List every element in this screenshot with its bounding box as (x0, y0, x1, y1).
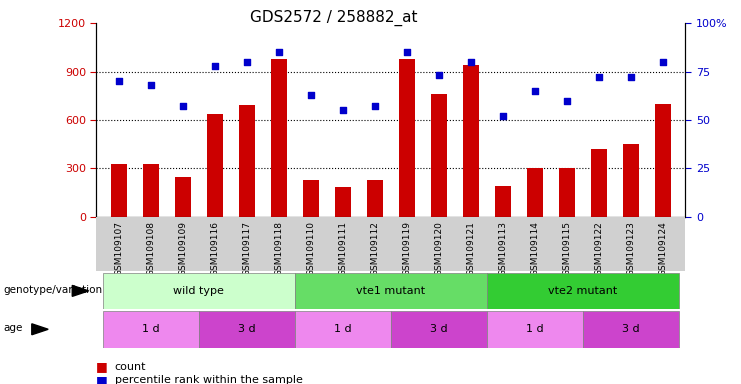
Point (177, 103, 189, 109)
Point (305, 92, 316, 98)
Text: count: count (115, 362, 147, 372)
Polygon shape (32, 324, 48, 335)
Text: ■: ■ (96, 374, 108, 384)
Bar (295, 273, 487, 309)
Bar (103, 273, 295, 309)
Text: ■: ■ (96, 360, 108, 373)
Text: GSM109122: GSM109122 (594, 221, 603, 276)
Point (529, 88, 541, 94)
Bar (207, 114, 223, 217)
Text: GSM109112: GSM109112 (370, 221, 379, 276)
Point (625, 74, 637, 80)
Point (657, 59, 669, 65)
Bar (623, 144, 639, 217)
Bar (270, 59, 287, 217)
Text: GSM109109: GSM109109 (179, 221, 187, 276)
Point (144, 82, 156, 88)
Text: age: age (4, 323, 23, 333)
Text: GSM109110: GSM109110 (306, 221, 316, 276)
Text: GSM109124: GSM109124 (659, 221, 668, 276)
Text: GSM109116: GSM109116 (210, 221, 219, 276)
Bar (583, 311, 679, 348)
Text: GSM109108: GSM109108 (146, 221, 156, 276)
Text: 1 d: 1 d (334, 324, 352, 334)
Text: GSM109120: GSM109120 (434, 221, 443, 276)
Text: vte1 mutant: vte1 mutant (356, 286, 425, 296)
Point (401, 49, 413, 55)
Bar (303, 180, 319, 217)
Text: vte2 mutant: vte2 mutant (548, 286, 617, 296)
Point (593, 74, 605, 80)
Bar (175, 177, 190, 217)
Bar (335, 187, 350, 217)
Point (273, 49, 285, 55)
Bar (591, 149, 607, 217)
Bar (463, 65, 479, 217)
Bar (143, 164, 159, 217)
Bar (391, 311, 487, 348)
Text: GSM109119: GSM109119 (402, 221, 411, 276)
Text: GSM109118: GSM109118 (274, 221, 283, 276)
Point (369, 103, 381, 109)
Text: 3 d: 3 d (430, 324, 448, 334)
Text: GSM109121: GSM109121 (466, 221, 476, 276)
Text: 3 d: 3 d (622, 324, 639, 334)
Polygon shape (73, 285, 89, 296)
Bar (431, 94, 447, 217)
Bar (239, 106, 255, 217)
Point (465, 59, 477, 65)
Text: 3 d: 3 d (238, 324, 256, 334)
Text: genotype/variation: genotype/variation (4, 285, 103, 295)
Bar (367, 180, 383, 217)
Point (433, 72, 445, 78)
Text: GSM109107: GSM109107 (114, 221, 123, 276)
Bar (527, 169, 543, 217)
Bar (110, 164, 127, 217)
Text: GSM109123: GSM109123 (626, 221, 636, 276)
Text: GSM109113: GSM109113 (499, 221, 508, 276)
Bar (487, 311, 583, 348)
Bar (559, 169, 575, 217)
Text: GSM109114: GSM109114 (531, 221, 539, 276)
Point (241, 59, 253, 65)
Text: GDS2572 / 258882_at: GDS2572 / 258882_at (250, 10, 417, 26)
Text: 1 d: 1 d (142, 324, 159, 334)
Bar (399, 59, 415, 217)
Bar (295, 311, 391, 348)
Point (113, 78, 124, 84)
Text: GSM109111: GSM109111 (339, 221, 348, 276)
Text: GSM109115: GSM109115 (562, 221, 571, 276)
Point (497, 113, 509, 119)
Bar (655, 104, 671, 217)
Point (561, 98, 573, 104)
Bar (199, 311, 295, 348)
Text: GSM109117: GSM109117 (242, 221, 251, 276)
Text: wild type: wild type (173, 286, 225, 296)
Bar (495, 186, 511, 217)
Bar (487, 273, 679, 309)
Point (209, 63, 221, 69)
Point (337, 107, 349, 113)
Bar (103, 311, 199, 348)
Text: percentile rank within the sample: percentile rank within the sample (115, 375, 303, 384)
Text: 1 d: 1 d (526, 324, 544, 334)
